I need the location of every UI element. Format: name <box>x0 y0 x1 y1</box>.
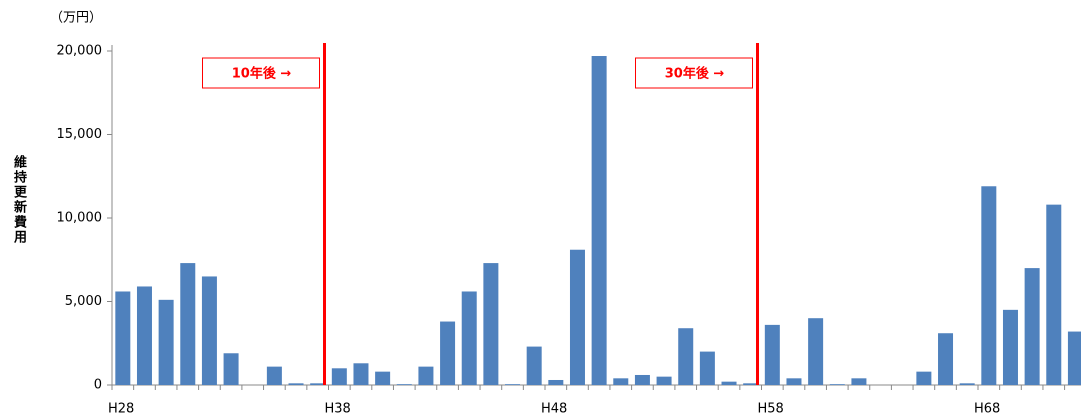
bar <box>1046 204 1062 385</box>
bar <box>743 383 759 385</box>
y-tick-label: 0 <box>94 378 102 393</box>
bar <box>136 286 152 385</box>
bar <box>201 276 217 385</box>
marker-box <box>635 57 753 89</box>
bar <box>505 384 521 385</box>
bar <box>353 363 369 385</box>
bar <box>938 333 954 385</box>
bar <box>483 263 499 385</box>
bar <box>613 378 629 385</box>
bar <box>440 321 456 385</box>
y-tick-label: 15,000 <box>57 127 103 142</box>
y-axis-title: 維持更新費用 <box>11 155 26 245</box>
x-tick-label: H38 <box>325 402 351 417</box>
marker-box <box>202 57 320 89</box>
bar <box>786 378 802 385</box>
bar <box>721 381 737 385</box>
bar <box>678 328 694 385</box>
x-tick-label: H48 <box>541 402 567 417</box>
y-tick-label: 10,000 <box>57 211 103 226</box>
bar <box>808 318 824 385</box>
bar <box>548 379 564 385</box>
bar <box>396 384 412 385</box>
x-tick-label: H68 <box>974 402 1000 417</box>
bar <box>656 376 672 385</box>
y-tick-label: 5,000 <box>65 294 102 309</box>
x-tick-label: H28 <box>108 402 134 417</box>
bar <box>288 383 304 385</box>
bar <box>158 299 174 385</box>
y-tick-label: 20,000 <box>57 44 103 59</box>
bar <box>1067 331 1081 385</box>
bar <box>375 371 391 385</box>
bar <box>851 378 867 385</box>
marker-label: 30年後 → <box>665 66 725 82</box>
bar <box>764 324 780 385</box>
bar <box>829 384 845 385</box>
bar <box>461 291 477 385</box>
bar <box>331 368 347 385</box>
bar <box>310 383 326 385</box>
bar <box>959 383 975 385</box>
bar <box>223 353 239 385</box>
bar <box>526 346 542 385</box>
bar <box>1024 268 1040 385</box>
bar <box>180 263 196 385</box>
x-tick-label: H58 <box>758 402 784 417</box>
bar <box>916 371 932 385</box>
marker-label: 10年後 → <box>232 66 292 82</box>
unit-label: （万円） <box>50 11 102 26</box>
bar <box>418 366 434 385</box>
bar <box>569 249 585 385</box>
bar <box>1002 309 1018 385</box>
bar <box>591 56 607 385</box>
bar <box>634 374 650 385</box>
bar <box>115 291 131 385</box>
bar <box>699 351 715 385</box>
bar <box>981 186 997 385</box>
bar <box>266 366 282 385</box>
